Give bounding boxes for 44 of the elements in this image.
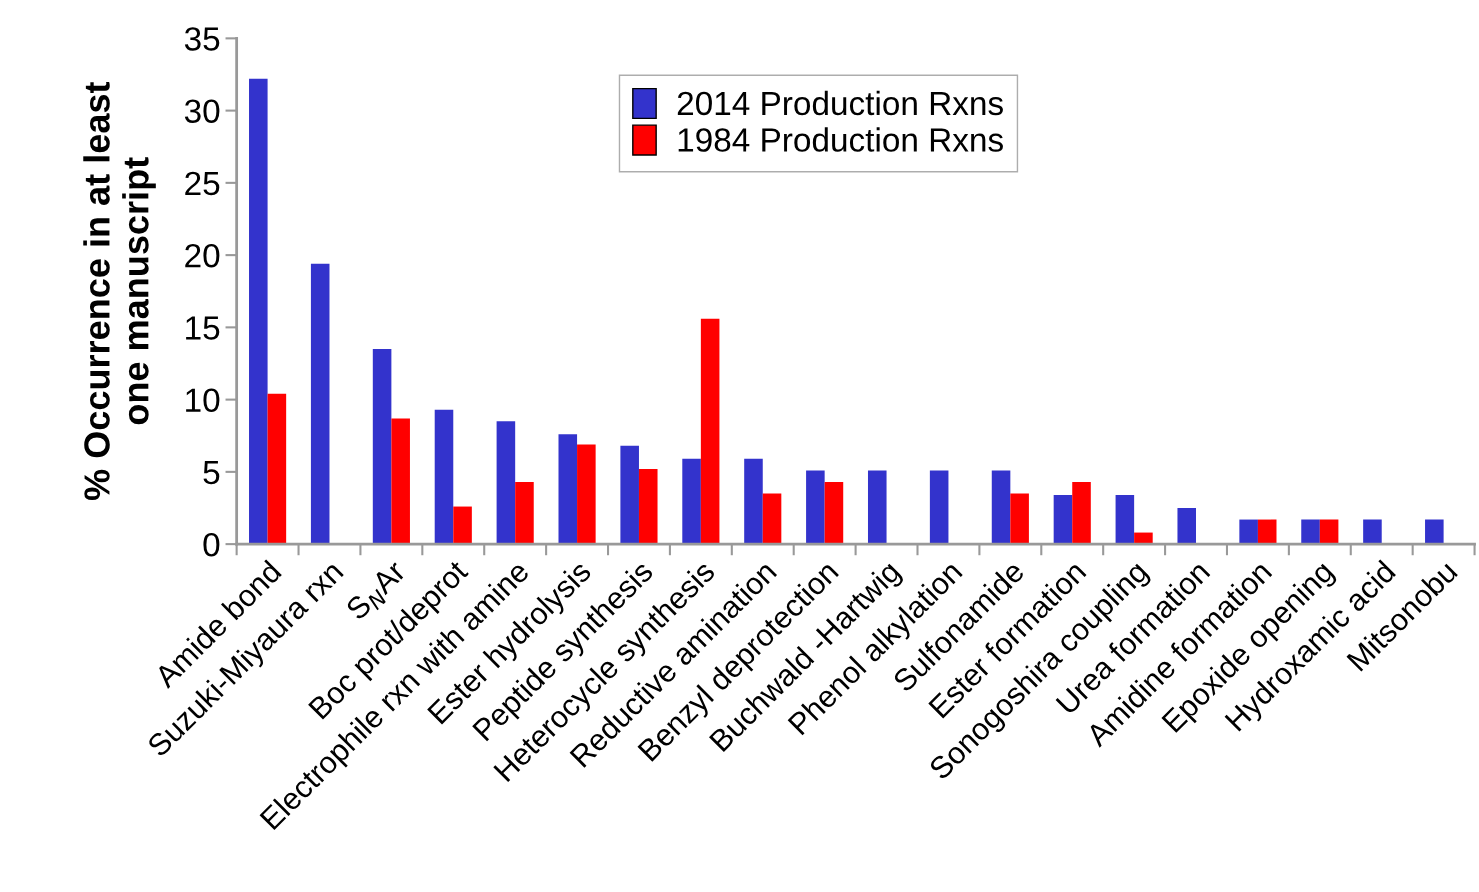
bar xyxy=(1115,494,1135,545)
y-tick-label: 30 xyxy=(184,99,220,124)
bar xyxy=(744,458,763,545)
bar xyxy=(1363,519,1382,545)
bar xyxy=(991,470,1011,545)
bar xyxy=(310,263,330,545)
bar xyxy=(620,445,639,545)
bar xyxy=(391,418,410,545)
bar xyxy=(249,78,268,545)
bar xyxy=(762,493,782,545)
bar xyxy=(1257,519,1277,545)
y-tick-label: 5 xyxy=(203,461,220,485)
bar xyxy=(806,470,825,545)
bar xyxy=(867,470,887,545)
bar xyxy=(638,468,658,545)
bar xyxy=(824,481,844,545)
bar xyxy=(1319,519,1339,545)
y-tick-label: 0 xyxy=(203,532,220,557)
bar xyxy=(682,458,701,545)
bar xyxy=(577,444,596,545)
y-tick-label: 15 xyxy=(186,316,220,340)
bar xyxy=(558,434,578,545)
bar xyxy=(515,481,534,545)
y-tick-label: 25 xyxy=(185,171,220,196)
bar xyxy=(1301,519,1320,545)
bar xyxy=(1425,519,1444,545)
legend-label: 1984 Production Rxns xyxy=(678,127,1003,152)
bar xyxy=(1072,481,1091,545)
legend-label: 2014 Production Rxns xyxy=(677,90,1003,116)
y-axis-title: % Occurrence in at least one manuscript xyxy=(83,81,156,501)
bar xyxy=(1239,519,1258,545)
bar xyxy=(1177,507,1197,545)
bar xyxy=(1053,494,1073,545)
bar xyxy=(1010,493,1029,545)
bar xyxy=(434,409,454,545)
y-tick-label: 10 xyxy=(186,388,220,413)
y-tick-label: 35 xyxy=(184,27,220,51)
bar xyxy=(700,318,720,545)
bar xyxy=(372,349,392,545)
y-tick-label: 20 xyxy=(185,243,220,268)
bar xyxy=(267,393,287,545)
bar xyxy=(496,421,516,545)
bar xyxy=(929,470,949,545)
bar xyxy=(453,506,472,545)
